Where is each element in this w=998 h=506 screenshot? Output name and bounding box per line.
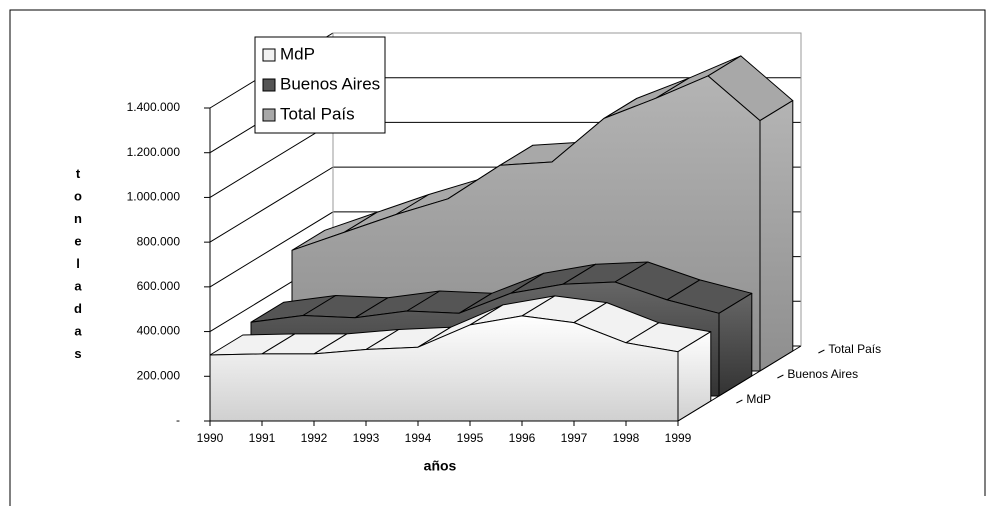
legend-label: MdP: [280, 44, 315, 63]
depth-label: Total País: [828, 342, 881, 356]
depth-label: MdP: [746, 392, 771, 406]
y-tick-label: 1.200.000: [127, 145, 181, 159]
depth-tick: [736, 399, 743, 404]
legend-swatch: [262, 108, 276, 122]
x-tick-label: 1997: [561, 431, 588, 445]
x-tick-label: 1998: [613, 431, 640, 445]
x-tick-label: 1994: [405, 431, 432, 445]
y-tick-label: 400.000: [137, 324, 181, 338]
legend-swatch: [262, 78, 276, 92]
area-side: [759, 100, 794, 372]
y-tick-label: 600.000: [137, 279, 181, 293]
x-tick-label: 1990: [197, 431, 224, 445]
x-axis-label: años: [424, 458, 457, 474]
legend-swatch: [262, 48, 276, 62]
y-tick-label: -: [176, 413, 180, 427]
y-tick-label: 800.000: [137, 234, 181, 248]
back-wall: [332, 32, 802, 346]
x-tick-label: 1992: [301, 431, 328, 445]
plot-area: - 200.000 400.000 600.000 800.000 1.000.000 1.…: [127, 32, 881, 445]
legend: MdP Buenos Aires Total País: [254, 36, 386, 134]
area: [209, 315, 679, 422]
frame: [9, 9, 986, 506]
x-tick-label: 1991: [249, 431, 276, 445]
x-tick-label: 1995: [457, 431, 484, 445]
y-tick-label: 200.000: [137, 368, 181, 382]
x-tick-label: 1999: [665, 431, 692, 445]
y-tick-label: 1.400.000: [127, 100, 181, 114]
legend-label: Buenos Aires: [280, 74, 380, 93]
x-tick-label: 1993: [353, 431, 380, 445]
x-tick-label: 1996: [509, 431, 536, 445]
depth-tick: [818, 349, 825, 354]
depth-tick: [777, 374, 784, 379]
legend-box: [254, 36, 386, 134]
y-tick-label: 1.000.000: [127, 190, 181, 204]
legend-label: Total País: [280, 104, 355, 123]
depth-label: Buenos Aires: [787, 367, 858, 381]
